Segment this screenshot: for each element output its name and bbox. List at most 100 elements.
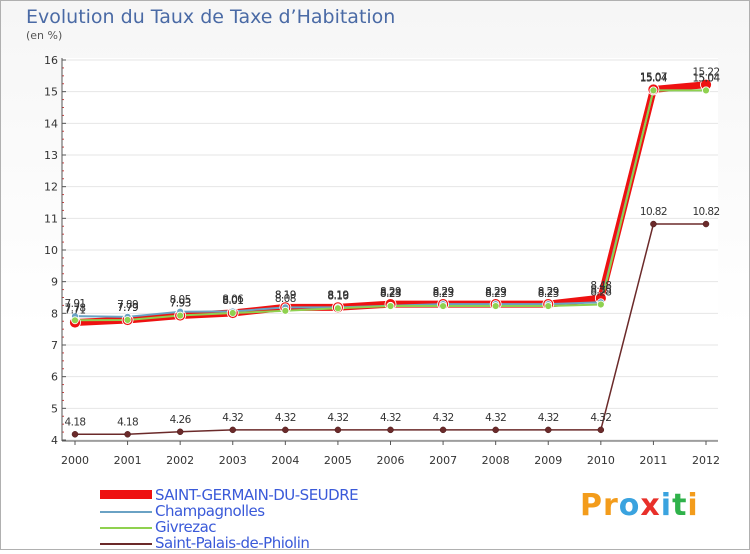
data-label: 8.29 [433, 286, 454, 298]
data-label: 8.23 [433, 288, 454, 300]
x-tick-label: 2006 [377, 454, 405, 467]
y-tick-label: 12 [44, 181, 58, 194]
y-tick-label: 13 [44, 149, 58, 162]
data-point [702, 86, 710, 95]
data-label: 8.06 [222, 293, 244, 305]
data-label: 8.19 [327, 289, 348, 301]
legend-swatch [100, 527, 152, 529]
data-label: 8.29 [538, 286, 559, 298]
proxiti-logo: Proxiti [580, 488, 699, 523]
data-point [650, 220, 657, 228]
data-label: 7.93 [170, 298, 191, 310]
data-label: 4.26 [170, 414, 192, 426]
data-point [334, 304, 342, 313]
legend-swatch [100, 511, 152, 513]
data-label: 8.24 [380, 288, 402, 300]
data-label: 8.29 [380, 286, 401, 298]
data-label: 8.48 [590, 280, 611, 292]
data-point [439, 302, 447, 310]
data-point [176, 311, 185, 320]
y-tick-label: 8 [51, 307, 58, 320]
data-point [596, 300, 605, 309]
x-tick-label: 2004 [271, 454, 299, 467]
data-point [492, 426, 499, 434]
data-point [702, 220, 710, 228]
y-tick-label: 14 [44, 117, 58, 130]
data-label: 4.32 [380, 412, 401, 424]
data-label: 8.19 [275, 289, 296, 301]
data-label: 8.23 [485, 288, 506, 300]
chart-title: Evolution du Taux de Taxe d’Habitation [26, 6, 396, 28]
data-label: 8.23 [380, 288, 401, 300]
logo-letter: t [672, 488, 688, 523]
legend-label: SAINT-GERMAIN-DU-SEUDRE [155, 486, 359, 504]
data-label: 15.04 [692, 72, 720, 84]
data-label: 15.04 [692, 72, 720, 84]
data-label: 8.29 [538, 286, 559, 298]
x-tick-label: 2011 [639, 454, 667, 467]
data-point [334, 426, 342, 434]
x-tick-label: 2010 [587, 454, 615, 467]
data-label: 8.29 [433, 286, 454, 298]
y-tick-label: 6 [51, 371, 58, 384]
data-point [124, 431, 131, 438]
logo-letter: x [640, 488, 661, 523]
data-label: 4.32 [485, 412, 506, 424]
logo-letter: i [660, 488, 673, 523]
data-point [545, 426, 552, 434]
data-label: 15.04 [640, 72, 668, 84]
y-tick-label: 9 [51, 276, 58, 289]
data-label: 7.71 [65, 305, 86, 317]
data-point [386, 302, 395, 310]
x-tick-label: 2005 [324, 454, 352, 467]
data-point [649, 86, 658, 95]
data-label: 4.32 [275, 412, 296, 424]
data-point [229, 426, 236, 434]
x-tick-label: 2009 [534, 454, 562, 467]
data-label: 4.18 [65, 416, 86, 428]
data-label: 8.29 [485, 286, 506, 298]
data-label: 7.93 [170, 298, 191, 310]
logo-letter: o [618, 488, 641, 523]
logo-letter: i [687, 488, 699, 523]
data-label: 8.35 [590, 284, 611, 296]
x-tick-label: 2002 [166, 454, 194, 467]
data-label: 8.19 [327, 289, 348, 301]
y-tick-label: 16 [44, 54, 58, 67]
data-point [387, 426, 394, 434]
plot-area [62, 58, 718, 440]
data-label: 4.32 [590, 412, 611, 424]
legend-label: Saint-Palais-de-Phiolin [155, 534, 310, 552]
data-label: 8.01 [222, 295, 243, 307]
data-point [228, 309, 237, 317]
y-tick-label: 15 [44, 86, 58, 99]
legend-label: Givrezac [155, 518, 217, 536]
data-point [282, 426, 289, 434]
data-label: 7.79 [117, 302, 138, 314]
y-tick-label: 5 [51, 402, 58, 415]
data-label: 4.32 [433, 412, 454, 424]
data-label: 7.89 [117, 299, 138, 311]
y-tick-label: 7 [51, 339, 58, 352]
data-label: 15.22 [692, 67, 719, 79]
legend-swatch [100, 543, 152, 545]
data-label: 7.78 [65, 302, 86, 314]
data-label: 15.07 [640, 71, 667, 83]
data-label: 8.01 [222, 295, 243, 307]
legend-label: Champagnolles [155, 502, 265, 520]
x-tick-label: 2007 [429, 454, 457, 467]
data-label: 7.91 [65, 298, 86, 310]
data-label: 8.19 [275, 289, 296, 301]
data-point [544, 302, 553, 310]
data-point [281, 306, 290, 315]
data-label: 8.05 [170, 294, 191, 306]
data-label: 4.32 [222, 412, 243, 424]
data-label: 8.16 [327, 290, 349, 302]
data-point [71, 431, 79, 438]
data-point [597, 426, 605, 434]
data-point [176, 428, 184, 436]
x-tick-label: 2001 [114, 454, 142, 467]
data-label: 8.08 [275, 293, 296, 305]
data-label: 8.29 [485, 286, 506, 298]
x-tick-label: 2008 [482, 454, 510, 467]
